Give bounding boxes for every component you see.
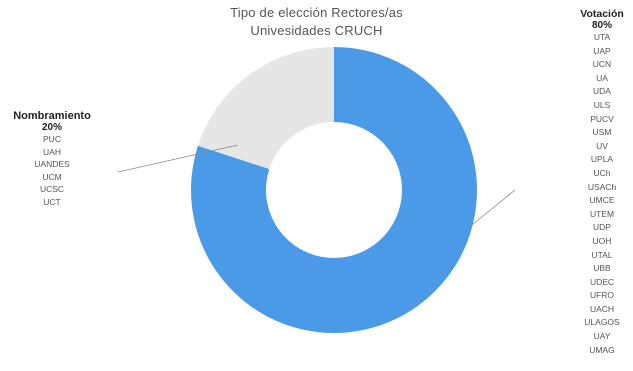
votacion-item: UMCE: [589, 195, 615, 206]
nombramiento-item: UCM: [42, 171, 62, 182]
votacion-item: UAY: [593, 331, 611, 342]
chart-title-line-2: Univesidades CRUCH: [250, 23, 383, 38]
votacion-item: UTA: [593, 32, 611, 42]
votacion-item: UV: [596, 140, 608, 151]
votacion-item: UCh: [593, 167, 611, 178]
votacion-item: USACh: [587, 181, 617, 192]
chart-title-line-1: Tipo de elección Rectores/as: [230, 5, 403, 20]
donut-slice-votacin: [190, 47, 477, 333]
nombramiento-item: UCT: [43, 196, 61, 207]
nombramiento-item: PUC: [43, 134, 61, 144]
votacion-item: UDA: [593, 86, 611, 97]
votacion-items: UTA UAP UCN UA UDA ULS PUCV USM UV UPLA UCh USACh UM…: [577, 31, 627, 357]
votacion-item: UOH: [592, 235, 612, 246]
votacion-item: UACH: [589, 303, 615, 314]
nombramiento-percent: 20%: [41, 122, 62, 133]
votacion-item: UFRO: [589, 290, 615, 301]
votacion-item: UDP: [593, 222, 611, 233]
votacion-percent: 80%: [591, 20, 612, 31]
votacion-item: ULS: [593, 99, 611, 110]
votacion-item: UMAG: [589, 344, 615, 355]
donut-slice-nombramiento: [197, 47, 334, 169]
nombramiento-title: Nombramiento: [13, 110, 91, 122]
votacion-item: UDEC: [589, 276, 615, 287]
donut-slices: [190, 47, 477, 333]
nombramiento-item: UAH: [43, 146, 61, 157]
votacion-item: UBB: [593, 263, 611, 274]
votacion-item: UAP: [593, 45, 611, 56]
nombramiento-item: UANDES: [34, 159, 70, 170]
votacion-item: UTEM: [589, 208, 615, 219]
votacion-label-block: Votación 80% UTA UAP UCN UA UDA ULS PUCV USM UV U…: [577, 8, 627, 357]
votacion-item: UTAL: [591, 249, 613, 260]
nombramiento-items: PUC UAH UANDES UCM UCSC UCT: [2, 133, 102, 209]
votacion-item: PUCV: [590, 113, 614, 124]
votacion-leader-line: [471, 189, 516, 226]
nombramiento-label-block: Nombramiento 20% PUC UAH UANDES UCM UCSC UCT: [2, 110, 102, 209]
votacion-title: Votación: [580, 8, 624, 20]
nombramiento-item: UCSC: [39, 184, 65, 195]
votacion-item: UA: [596, 72, 608, 83]
nombramiento-leader-line: [117, 144, 239, 173]
votacion-item: UPLA: [590, 154, 614, 165]
votacion-item: UCN: [592, 59, 612, 70]
votacion-item: ULAGOS: [584, 317, 620, 328]
votacion-item: USM: [592, 127, 612, 138]
leader-lines: [117, 144, 516, 226]
